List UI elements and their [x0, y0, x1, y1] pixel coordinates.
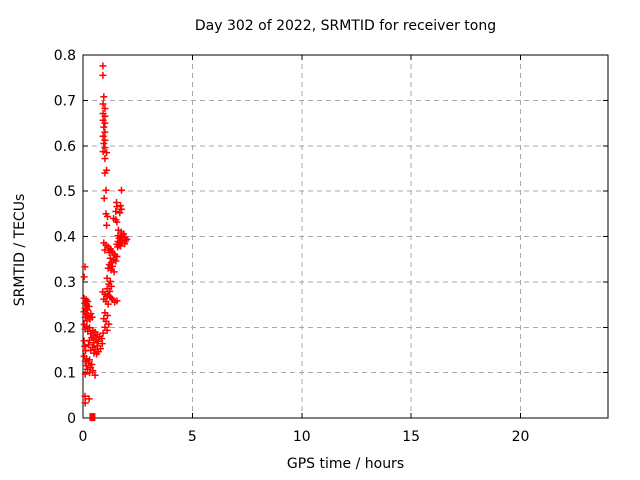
x-axis-label: GPS time / hours: [286, 456, 405, 472]
chart-title: Day 302 of 2022, SRMTID for receiver ton…: [194, 18, 497, 34]
y-tick-label-0.5: 0.5: [54, 184, 76, 200]
y-tick-label-0.3: 0.3: [54, 275, 76, 291]
y-tick-label-0.8: 0.8: [54, 48, 76, 64]
y-tick-label-0.6: 0.6: [54, 139, 76, 155]
x-tick-label-15: 15: [402, 429, 420, 445]
y-tick-label-0: 0: [67, 411, 76, 427]
x-tick-label-20: 20: [512, 429, 530, 445]
x-tick-label-5: 5: [188, 429, 197, 445]
y-tick-label-0.2: 0.2: [54, 320, 76, 336]
x-tick-label-0: 0: [79, 429, 88, 445]
x-tick-label-10: 10: [293, 429, 311, 445]
data-point-square-0: [89, 413, 96, 422]
y-tick-label-0.1: 0.1: [54, 366, 76, 382]
y-tick-label-0.7: 0.7: [54, 93, 76, 109]
y-tick-label-0.4: 0.4: [54, 230, 76, 246]
data-points: [80, 62, 131, 407]
